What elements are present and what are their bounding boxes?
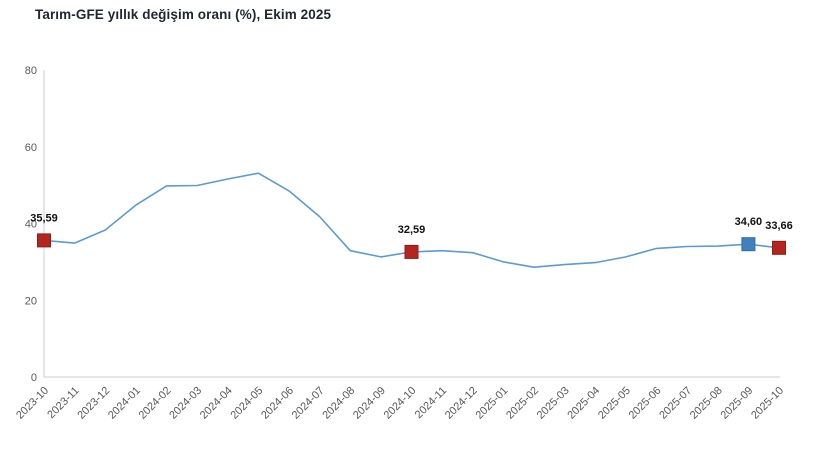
- x-tick-label: 2024-03: [167, 385, 204, 422]
- y-tick-label: 60: [25, 142, 37, 154]
- x-tick-label: 2024-01: [106, 385, 143, 422]
- chart-title: Tarım-GFE yıllık değişim oranı (%), Ekim…: [35, 7, 332, 22]
- x-tick-label: 2025-02: [504, 385, 541, 422]
- data-point-label-2025-10: 33,66: [765, 220, 793, 232]
- data-point-label-2025-09: 34,60: [735, 216, 763, 228]
- x-tick-label: 2024-12: [443, 385, 480, 422]
- data-point-marker-2023-10: [37, 233, 51, 248]
- x-tick-label: 2025-01: [473, 385, 510, 422]
- x-tick-label: 2024-09: [351, 385, 388, 422]
- x-tick-label: 2023-12: [75, 385, 112, 422]
- data-point-marker-2024-10: [404, 244, 419, 259]
- x-tick-label: 2024-07: [290, 385, 327, 422]
- data-point-marker-2025-09: [741, 237, 756, 252]
- x-tick-label: 2024-06: [259, 385, 296, 422]
- x-tick-label: 2025-05: [596, 385, 633, 422]
- x-tick-label: 2025-07: [657, 385, 694, 422]
- x-tick-label: 2025-08: [688, 385, 725, 422]
- x-tick-label: 2024-04: [198, 385, 235, 422]
- y-tick-label: 80: [25, 65, 37, 77]
- y-tick-label: 40: [25, 219, 37, 231]
- x-tick-label: 2024-02: [137, 385, 174, 422]
- x-tick-label: 2023-10: [14, 385, 51, 422]
- x-tick-label: 2024-08: [320, 385, 357, 422]
- x-tick-label: 2024-10: [382, 385, 419, 422]
- x-tick-label: 2025-06: [627, 385, 664, 422]
- x-tick-label: 2023-11: [45, 385, 81, 421]
- y-tick-label: 20: [25, 295, 37, 307]
- data-point-marker-2025-10: [772, 240, 786, 255]
- x-tick-label: 2025-09: [718, 385, 755, 422]
- y-tick-label: 0: [31, 372, 37, 384]
- x-tick-label: 2024-05: [228, 385, 265, 422]
- x-tick-label: 2025-04: [565, 385, 602, 422]
- x-tick-label: 2025-10: [749, 385, 786, 422]
- x-tick-label: 2024-11: [413, 385, 449, 421]
- data-point-label-2023-10: 35,59: [30, 212, 58, 224]
- data-point-label-2024-10: 32,59: [398, 224, 426, 236]
- x-tick-label: 2025-03: [535, 385, 572, 422]
